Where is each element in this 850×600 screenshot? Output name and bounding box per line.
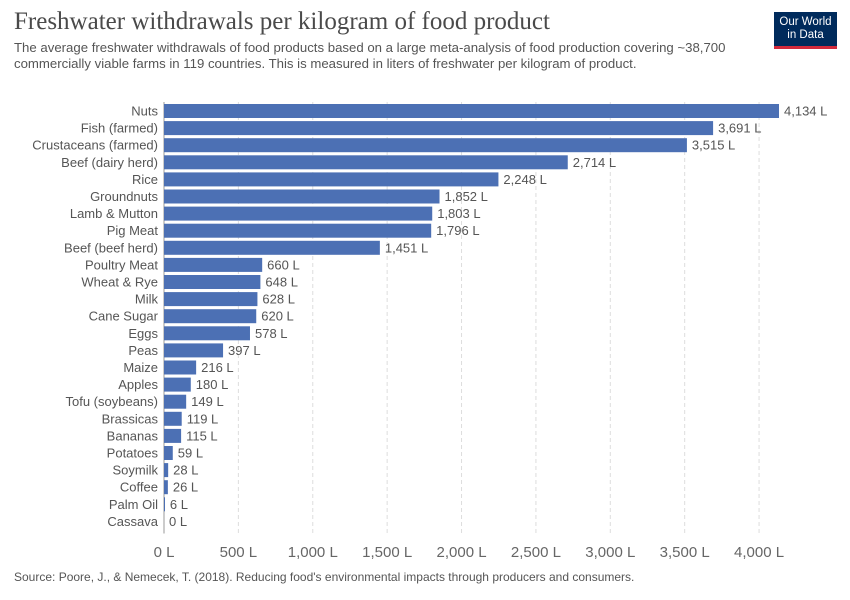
category-label: Fish (farmed) bbox=[81, 121, 158, 136]
category-label: Beef (dairy herd) bbox=[61, 155, 158, 170]
category-label: Crustaceans (farmed) bbox=[32, 138, 158, 153]
value-label: 1,451 L bbox=[385, 240, 428, 255]
bar[interactable] bbox=[164, 326, 250, 341]
bar[interactable] bbox=[164, 172, 499, 187]
value-label: 3,515 L bbox=[692, 138, 735, 153]
x-tick-label: 4,000 L bbox=[734, 544, 784, 561]
value-label: 397 L bbox=[228, 343, 261, 358]
bar[interactable] bbox=[164, 189, 440, 204]
value-label: 1,803 L bbox=[437, 206, 480, 221]
category-label: Pig Meat bbox=[107, 223, 159, 238]
category-label: Cassava bbox=[107, 514, 158, 529]
x-tick-label: 1,500 L bbox=[362, 544, 412, 561]
bar[interactable] bbox=[164, 480, 168, 495]
category-label: Cane Sugar bbox=[89, 309, 159, 324]
bar[interactable] bbox=[164, 343, 224, 358]
category-label: Eggs bbox=[128, 326, 158, 341]
category-label: Nuts bbox=[131, 104, 158, 119]
bar[interactable] bbox=[164, 309, 257, 324]
category-label: Rice bbox=[132, 172, 158, 187]
value-label: 2,714 L bbox=[573, 155, 616, 170]
value-label: 628 L bbox=[262, 292, 295, 307]
bar[interactable] bbox=[164, 446, 173, 460]
bar[interactable] bbox=[164, 240, 380, 255]
x-tick-label: 500 L bbox=[220, 544, 258, 561]
category-label: Peas bbox=[128, 343, 158, 358]
value-label: 1,796 L bbox=[436, 223, 479, 238]
bar[interactable] bbox=[164, 104, 779, 118]
bar[interactable] bbox=[164, 155, 568, 170]
category-label: Wheat & Rye bbox=[81, 275, 158, 290]
value-label: 4,134 L bbox=[784, 104, 827, 119]
chart-subtitle: The average freshwater withdrawals of fo… bbox=[14, 40, 726, 71]
category-label: Groundnuts bbox=[90, 189, 158, 204]
x-tick-label: 3,500 L bbox=[660, 544, 710, 561]
logo-line-1: Our World bbox=[779, 16, 832, 28]
chart-title: Freshwater withdrawals per kilogram of f… bbox=[14, 8, 550, 35]
logo-line-2: in Data bbox=[787, 29, 824, 41]
category-label: Maize bbox=[123, 360, 158, 375]
category-label: Lamb & Mutton bbox=[70, 206, 158, 221]
category-label: Bananas bbox=[107, 428, 159, 443]
bar[interactable] bbox=[164, 257, 263, 272]
category-label: Soymilk bbox=[112, 463, 158, 478]
category-label: Apples bbox=[118, 377, 158, 392]
source-note: Source: Poore, J., & Nemecek, T. (2018).… bbox=[14, 570, 635, 584]
value-label: 648 L bbox=[265, 275, 298, 290]
bar[interactable] bbox=[164, 394, 187, 409]
value-label: 6 L bbox=[170, 497, 188, 512]
value-label: 0 L bbox=[169, 514, 187, 529]
value-label: 2,248 L bbox=[503, 172, 546, 187]
category-label: Milk bbox=[135, 292, 159, 307]
x-tick-label: 1,000 L bbox=[288, 544, 338, 561]
category-label: Coffee bbox=[120, 480, 158, 495]
value-label: 216 L bbox=[201, 360, 234, 375]
bar[interactable] bbox=[164, 377, 191, 392]
category-label: Potatoes bbox=[107, 446, 159, 461]
bar[interactable] bbox=[164, 206, 433, 221]
bar[interactable] bbox=[164, 463, 169, 478]
value-label: 26 L bbox=[173, 480, 198, 495]
value-label: 180 L bbox=[196, 377, 229, 392]
value-label: 28 L bbox=[173, 463, 198, 478]
value-label: 660 L bbox=[267, 257, 300, 272]
category-label: Poultry Meat bbox=[85, 257, 158, 272]
x-tick-label: 2,500 L bbox=[511, 544, 561, 561]
bar[interactable] bbox=[164, 223, 432, 238]
bar[interactable] bbox=[164, 428, 182, 443]
category-label: Beef (beef herd) bbox=[64, 240, 158, 255]
value-label: 119 L bbox=[187, 411, 219, 426]
bar[interactable] bbox=[164, 411, 182, 426]
category-label: Brassicas bbox=[102, 411, 159, 426]
bar[interactable] bbox=[164, 497, 165, 512]
value-label: 1,852 L bbox=[445, 189, 488, 204]
bar[interactable] bbox=[164, 292, 258, 307]
bar[interactable] bbox=[164, 360, 197, 375]
value-label: 115 L bbox=[186, 428, 218, 443]
bar[interactable] bbox=[164, 138, 687, 153]
x-tick-label: 3,000 L bbox=[585, 544, 635, 561]
owid-logo[interactable]: Our World in Data bbox=[774, 12, 837, 49]
value-label: 149 L bbox=[191, 394, 224, 409]
bars bbox=[164, 104, 779, 512]
x-tick-label: 2,000 L bbox=[437, 544, 487, 561]
category-label: Palm Oil bbox=[109, 497, 158, 512]
labels: 0 L 500 L 1,000 L 1,500 L 2,000 L 2,500 L 3,00… bbox=[32, 104, 827, 562]
value-label: 620 L bbox=[261, 309, 294, 324]
bar[interactable] bbox=[164, 275, 261, 289]
bar[interactable] bbox=[164, 121, 714, 136]
value-label: 59 L bbox=[178, 446, 203, 461]
x-tick-label: 0 L bbox=[154, 544, 175, 561]
value-label: 578 L bbox=[255, 326, 288, 341]
category-label: Tofu (soybeans) bbox=[66, 394, 159, 409]
value-label: 3,691 L bbox=[718, 121, 761, 136]
